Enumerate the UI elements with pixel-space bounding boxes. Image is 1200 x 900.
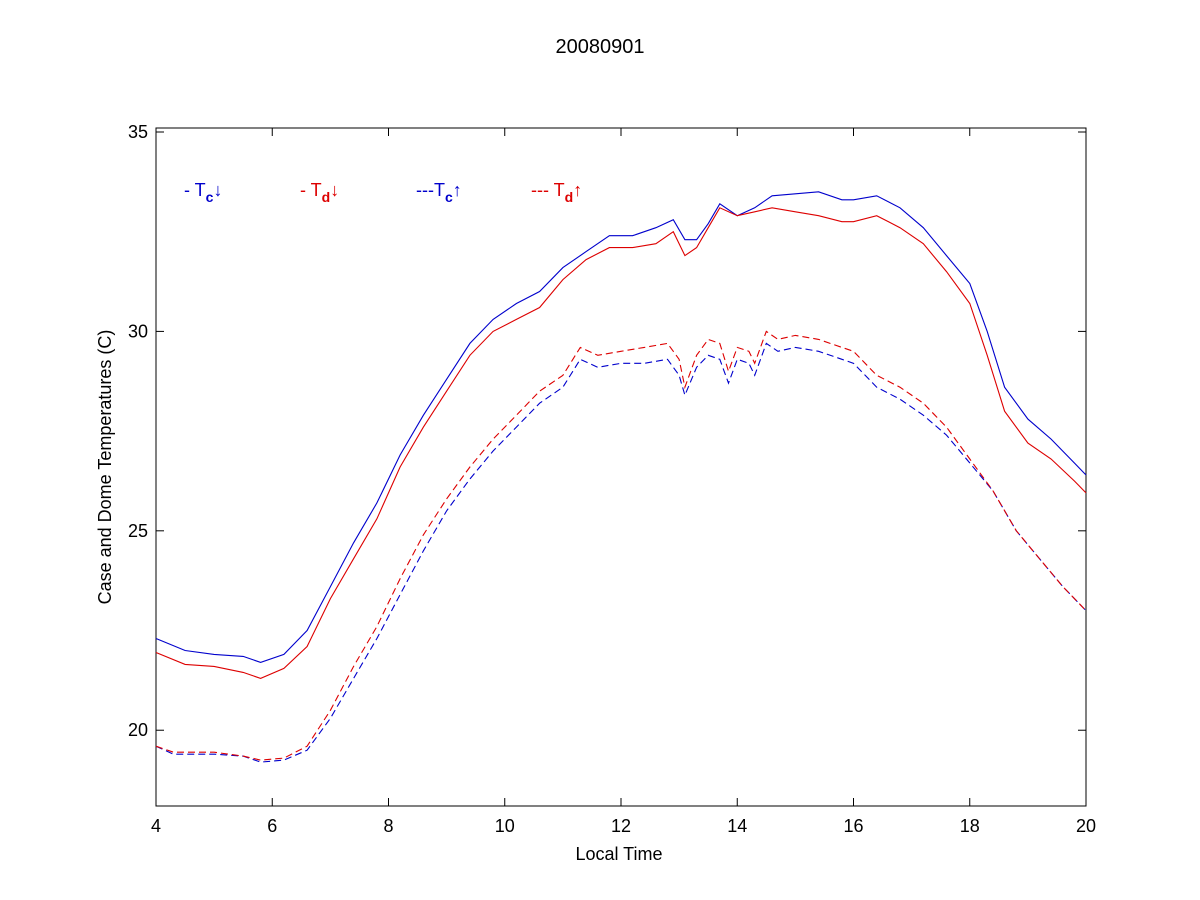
- x-tick-label: 6: [267, 816, 277, 836]
- x-tick-label: 8: [383, 816, 393, 836]
- series-line-1: [155, 191, 1087, 663]
- series-layer: [155, 191, 1087, 763]
- x-tick-label: 12: [611, 816, 631, 836]
- y-tick-label: 25: [128, 521, 148, 541]
- legend-entry-1: - Tc↓: [184, 180, 222, 205]
- plot-area: [155, 127, 1087, 807]
- series-line-2: [155, 207, 1087, 679]
- y-tick-label: 35: [128, 122, 148, 142]
- legend: - Tc↓ - Td↓ ---Tc↑ --- Td↑: [184, 180, 582, 205]
- legend-entry-2: - Td↓: [300, 180, 339, 205]
- x-tick-label: 14: [727, 816, 747, 836]
- chart-title: 20080901: [556, 36, 645, 58]
- y-tick-label: 20: [128, 720, 148, 740]
- x-tick-label: 20: [1076, 816, 1096, 836]
- ticks-layer: 4 6 8 10 12 14 16 18 20 20 25 30 35: [128, 122, 1096, 836]
- x-tick-label: 16: [843, 816, 863, 836]
- x-tick-label: 18: [960, 816, 980, 836]
- x-axis-label: Local Time: [575, 844, 662, 864]
- x-tick-label: 10: [495, 816, 515, 836]
- legend-entry-4: --- Td↑: [531, 180, 582, 205]
- x-tick-label: 4: [151, 816, 161, 836]
- series-line-3: [155, 342, 1087, 763]
- y-tick-label: 30: [128, 321, 148, 341]
- y-axis-label: Case and Dome Temperatures (C): [95, 330, 115, 605]
- legend-entry-3: ---Tc↑: [416, 180, 462, 205]
